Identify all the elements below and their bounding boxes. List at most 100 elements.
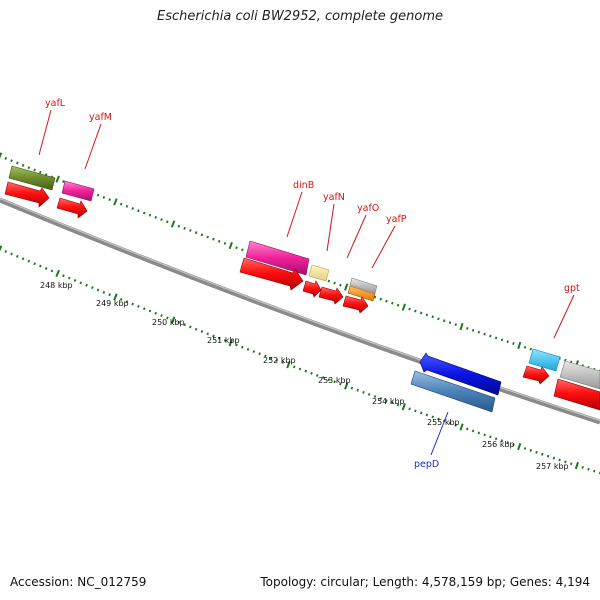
topology-summary: Topology: circular; Length: 4,578,159 bp…	[260, 575, 590, 589]
outer-ring-minor-tick	[414, 309, 417, 313]
outer-ring-minor-tick	[379, 297, 383, 301]
inner-ring-major-tick	[574, 461, 579, 470]
outer-ring-minor-tick	[235, 246, 238, 250]
inner-tick-ring	[0, 245, 600, 475]
gene-label-dinb[interactable]: dinB	[293, 180, 314, 191]
outer-ring-minor-tick	[448, 321, 452, 325]
dinb-leader	[286, 191, 303, 238]
outer-ring-minor-tick	[131, 207, 134, 210]
inner-ring-minor-tick	[91, 286, 94, 290]
yafl-cds-arrow[interactable]	[4, 181, 50, 208]
inner-ring-minor-tick	[558, 458, 561, 462]
inner-ring-minor-tick	[512, 443, 515, 447]
inner-ring-minor-tick	[50, 269, 54, 273]
yafo-cds-arrow[interactable]	[318, 286, 344, 305]
yafp-leader	[371, 225, 396, 269]
accession-label: Accession: NC_012759	[10, 575, 147, 589]
inner-ring-minor-tick	[212, 334, 215, 338]
inner-ring-minor-tick	[39, 264, 42, 268]
inner-ring-minor-tick	[119, 297, 123, 301]
cds-track	[4, 181, 600, 411]
inner-ring-minor-tick	[241, 345, 244, 349]
inner-ring-minor-tick	[246, 347, 250, 351]
inner-ring-minor-tick	[264, 354, 267, 358]
inner-ring-minor-tick	[523, 447, 527, 450]
gene-label-gpt[interactable]: gpt	[564, 283, 580, 294]
outer-ring-minor-tick	[166, 220, 169, 224]
downstream-grey-feature[interactable]	[559, 360, 600, 390]
gpt-feature[interactable]	[528, 348, 561, 372]
outer-ring-minor-tick	[391, 301, 394, 305]
inner-ring-minor-tick	[21, 257, 25, 261]
inner-ring-minor-tick	[339, 382, 342, 386]
inner-ring-minor-tick	[206, 332, 209, 336]
gpt-cds-arrow[interactable]	[522, 365, 550, 385]
dinb-feature[interactable]	[245, 240, 310, 276]
dinb-cds-arrow[interactable]	[239, 257, 304, 291]
downstream-cds-arrow[interactable]	[553, 378, 600, 411]
outer-ring-minor-tick	[33, 168, 36, 172]
outer-ring-major-tick	[344, 283, 349, 291]
inner-ring-major-tick	[170, 316, 176, 324]
yafp-feature[interactable]	[347, 285, 376, 302]
kbp-axis-labels: 248 kbp 249 kbp 250 kbp 251 kbp 252 kbp …	[40, 281, 569, 471]
inner-ring-minor-tick	[408, 407, 411, 411]
gene-label-yafn[interactable]: yafN	[323, 192, 345, 203]
inner-ring-minor-tick	[379, 397, 383, 400]
inner-ring-major-tick	[0, 245, 3, 252]
inner-ring-major-tick	[286, 361, 291, 369]
inner-ring-minor-tick	[321, 376, 325, 379]
outer-ring-minor-tick	[396, 303, 400, 307]
outer-ring-major-tick	[459, 322, 464, 331]
gene-label-yafo[interactable]: yafO	[357, 203, 379, 214]
inner-ring-minor-tick	[217, 336, 221, 340]
outer-ring-major-tick	[0, 152, 3, 159]
inner-ring-minor-tick	[454, 423, 458, 427]
outer-ring-major-tick	[55, 175, 60, 183]
outer-ring-minor-tick	[177, 224, 181, 228]
inner-ring-minor-tick	[4, 250, 8, 253]
yafp-cds-arrow[interactable]	[342, 295, 369, 314]
outer-ring-minor-tick	[442, 319, 446, 323]
inner-ring-minor-tick	[27, 259, 31, 263]
inner-ring-minor-tick	[581, 466, 584, 469]
yafm-cds-arrow[interactable]	[56, 197, 88, 219]
inner-ring-minor-tick	[194, 327, 198, 331]
gene-label-leaders	[38, 109, 575, 456]
outer-ring-minor-tick	[489, 334, 492, 338]
gene-label-yafl[interactable]: yafL	[45, 98, 66, 109]
outer-ring-minor-tick	[125, 204, 129, 208]
genome-backbone-highlight	[0, 197, 600, 422]
inner-ring-minor-tick	[373, 395, 377, 398]
pepd-feature[interactable]	[410, 370, 496, 413]
outer-ring-minor-tick	[194, 231, 198, 235]
inner-ring-major-tick	[113, 293, 118, 301]
yafn-feature[interactable]	[308, 264, 330, 282]
gene-label-yafp[interactable]: yafP	[386, 214, 407, 225]
inner-ring-minor-tick	[494, 437, 498, 441]
inner-ring-minor-tick	[10, 252, 13, 256]
inner-ring-minor-tick	[569, 462, 573, 466]
yafl-feature[interactable]	[8, 165, 56, 191]
inner-ring-minor-tick	[391, 401, 394, 405]
inner-ring-minor-tick	[292, 365, 296, 369]
outer-ring-minor-tick	[160, 218, 163, 222]
pepd-cds-arrow[interactable]	[419, 352, 502, 396]
inner-ring-minor-tick	[310, 371, 313, 375]
feature-track	[8, 165, 600, 390]
gene-label-yafm[interactable]: yafM	[89, 112, 112, 123]
outer-ring-minor-tick	[241, 248, 244, 252]
outer-ring-minor-tick	[27, 166, 31, 170]
inner-ring-minor-tick	[316, 374, 319, 377]
axis-label-251: 251 kbp	[207, 336, 240, 345]
outer-ring-minor-tick	[154, 215, 158, 219]
yafn-cds-arrow[interactable]	[302, 280, 322, 298]
gene-label-pepd[interactable]: pepD	[414, 459, 439, 470]
inner-ring-minor-tick	[200, 330, 204, 333]
outer-ring-minor-tick	[223, 241, 227, 245]
outer-ring-minor-tick	[108, 198, 111, 202]
yafm-feature[interactable]	[61, 180, 95, 202]
yafo-feature[interactable]	[349, 277, 378, 294]
outer-ring-minor-tick	[523, 345, 527, 349]
